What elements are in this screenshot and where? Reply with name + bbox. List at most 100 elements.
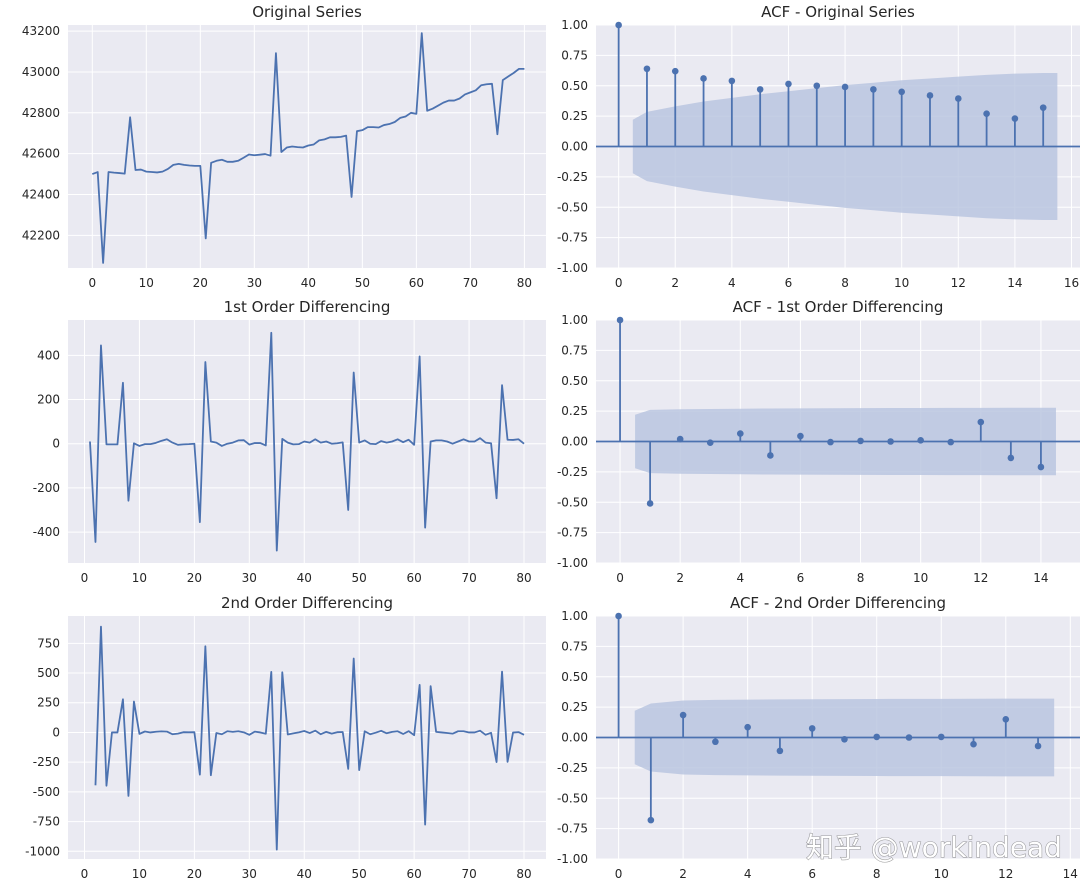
diff1-ytick-label: 0: [52, 437, 60, 451]
orig-ytick-label: 42200: [22, 228, 60, 242]
acf0-xtick-label: 8: [841, 276, 849, 290]
diff2-xtick-label: 10: [132, 867, 147, 881]
acf2-xtick-label: 6: [808, 867, 816, 881]
acf2-xtick-label: 2: [679, 867, 687, 881]
diff2-xtick-label: 30: [242, 867, 257, 881]
acf1-marker-lag-5: [767, 452, 774, 459]
acf0-xtick-label: 12: [951, 276, 966, 290]
acf2-ytick-label: -0.75: [557, 822, 588, 836]
diff1-xtick-label: 40: [297, 571, 312, 585]
diff1-xtick-label: 70: [461, 571, 476, 585]
acf2-marker-lag-3: [712, 738, 719, 746]
acf0-marker-lag-13: [983, 110, 990, 117]
acf0-ytick-label: 0.75: [561, 48, 588, 62]
acf2-ytick-label: -1.00: [557, 852, 588, 866]
diff1-ytick-label: 400: [37, 348, 60, 362]
acf2-marker-lag-7: [841, 736, 848, 743]
acf1-marker-lag-9: [887, 438, 894, 445]
acf0-marker-lag-4: [728, 77, 736, 85]
acf1-marker-lag-0: [616, 316, 624, 324]
diff2-ytick-label: -1000: [25, 844, 60, 858]
acf1-ytick-label: 0.00: [561, 435, 588, 449]
acf0-marker-lag-9: [870, 86, 877, 93]
acf2-ytick-label: 1.00: [561, 609, 588, 623]
orig-xtick-label: 10: [139, 276, 154, 290]
acf2-xtick-label: 0: [615, 867, 623, 881]
acf0-title: ACF - Original Series: [761, 3, 915, 21]
acf2-marker-lag-1: [647, 816, 655, 824]
acf1-xtick-label: 6: [797, 571, 805, 585]
diff2-ytick-label: -750: [33, 815, 60, 829]
acf2-marker-lag-0: [615, 612, 622, 620]
acf1-ytick-label: 0.75: [561, 343, 588, 357]
acf0-marker-lag-6: [785, 80, 792, 88]
acf2-marker-lag-6: [808, 725, 816, 732]
acf1-marker-lag-11: [947, 438, 955, 446]
acf2-xtick-label: 14: [1063, 867, 1078, 881]
acf1-xtick-label: 10: [913, 571, 928, 585]
diff2-ytick-label: 500: [37, 666, 60, 680]
orig-xtick-label: 70: [463, 276, 478, 290]
acf0-marker-lag-2: [671, 67, 679, 75]
diff2-title: 2nd Order Differencing: [221, 594, 393, 612]
acf2-ytick-label: 0.75: [561, 639, 588, 653]
acf2-marker-lag-5: [776, 747, 784, 755]
acf0-xtick-label: 0: [615, 276, 623, 290]
acf2-marker-lag-10: [937, 733, 945, 741]
acf2-marker-lag-13: [1034, 742, 1042, 750]
acf0-ytick-label: -0.50: [557, 200, 588, 214]
acf0-ytick-label: 0.50: [561, 79, 588, 93]
diff2-xtick-label: 60: [406, 867, 421, 881]
acf1-xtick-label: 2: [676, 571, 684, 585]
acf2-ytick-label: 0.25: [561, 700, 588, 714]
acf0-ytick-label: 1.00: [561, 18, 588, 32]
acf1-ytick-label: -0.75: [557, 526, 588, 540]
orig-xtick-label: 0: [88, 276, 96, 290]
acf2-title: ACF - 2nd Order Differencing: [730, 594, 946, 612]
orig-ytick-label: 42600: [22, 147, 60, 161]
acf2-ytick-label: 0.00: [561, 731, 588, 745]
diff1-series-line: [89, 331, 525, 552]
acf0-marker-lag-11: [926, 92, 934, 99]
acf2-ytick-label: -0.25: [557, 761, 588, 775]
acf1-marker-lag-2: [676, 435, 684, 443]
acf1-marker-lag-12: [977, 418, 985, 426]
acf0-xtick-label: 2: [671, 276, 679, 290]
acf1-xtick-label: 14: [1033, 571, 1048, 585]
orig-title: Original Series: [252, 3, 362, 21]
diff2-ytick-label: -250: [33, 755, 60, 769]
acf2-marker-lag-12: [1002, 715, 1010, 723]
acf0-ytick-label: 0.00: [561, 140, 588, 154]
diff1-xtick-label: 60: [406, 571, 421, 585]
acf0-marker-lag-5: [756, 86, 764, 93]
diff1-xtick-label: 50: [352, 571, 367, 585]
diff2-ytick-label: 750: [37, 636, 60, 650]
acf0-marker-lag-8: [841, 83, 849, 91]
diff2-xtick-label: 20: [187, 867, 202, 881]
orig-ytick-label: 43000: [22, 65, 60, 79]
acf2-ytick-label: 0.50: [561, 670, 588, 684]
acf1-marker-lag-8: [857, 437, 864, 445]
acf0-xtick-label: 4: [728, 276, 736, 290]
diff2-ytick-label: -500: [33, 785, 60, 799]
diff2-series-line: [94, 625, 525, 851]
diff1-title: 1st Order Differencing: [224, 298, 391, 316]
orig-ytick-label: 42400: [22, 187, 60, 201]
acf1-marker-lag-1: [646, 500, 654, 507]
acf1-marker-lag-14: [1037, 463, 1045, 471]
acf1-marker-lag-10: [917, 436, 924, 444]
diff1-ytick-label: -400: [33, 525, 60, 539]
acf0-ytick-label: 0.25: [561, 109, 588, 123]
orig-xtick-label: 20: [193, 276, 208, 290]
acf2-ytick-label: -0.50: [557, 791, 588, 805]
acf2-xtick-label: 10: [934, 867, 949, 881]
acf0-ytick-label: -0.75: [557, 231, 588, 245]
acf1-ytick-label: 0.50: [561, 374, 588, 388]
acf1-xtick-label: 0: [616, 571, 624, 585]
diff2-plot-area: [68, 616, 546, 859]
diff1-xtick-label: 30: [242, 571, 257, 585]
orig-xtick-label: 80: [517, 276, 532, 290]
acf2-xtick-label: 12: [998, 867, 1013, 881]
acf0-xtick-label: 10: [894, 276, 909, 290]
